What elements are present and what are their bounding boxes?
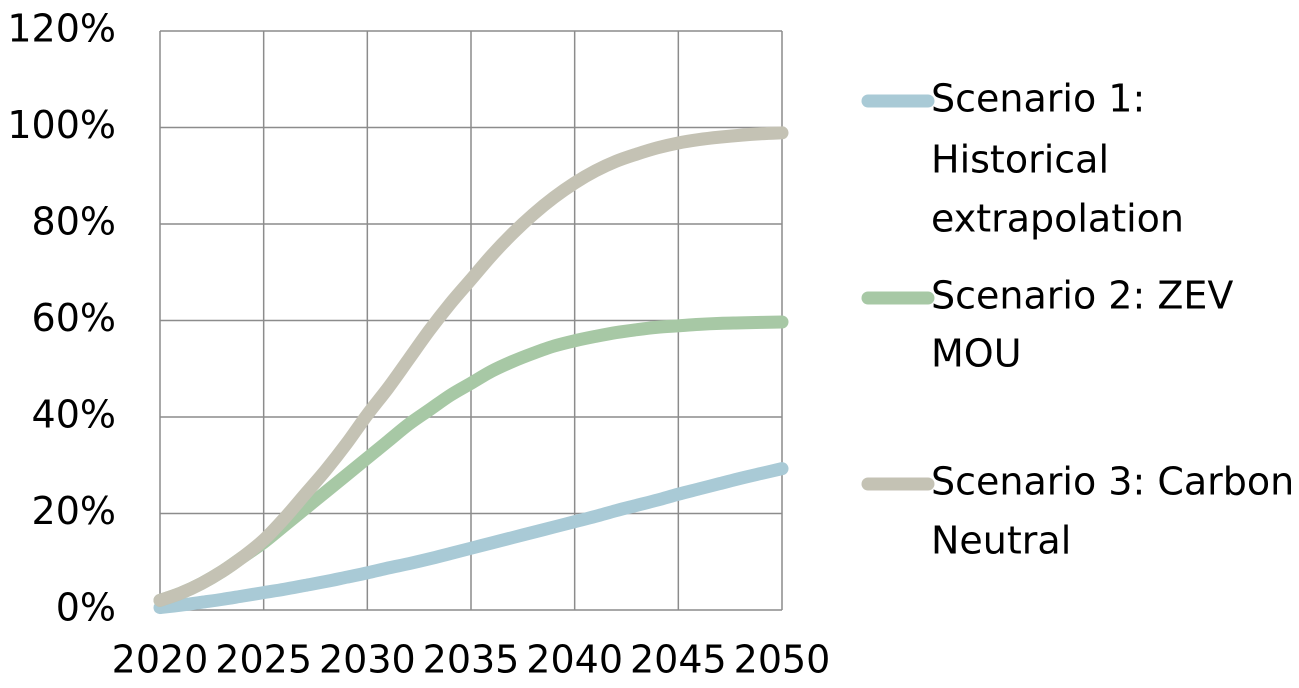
legend-label: Neutral: [931, 519, 1071, 563]
legend-label: Historical: [931, 138, 1109, 182]
legend-label: Scenario 2: ZEV: [931, 274, 1233, 318]
legend-label: Scenario 3: Carbon: [931, 460, 1294, 504]
legend-label: MOU: [931, 332, 1022, 376]
y-tick-label: 40%: [32, 393, 116, 437]
x-tick-label: 2045: [630, 638, 727, 682]
y-tick-label: 100%: [7, 103, 116, 147]
x-tick-label: 2040: [526, 638, 623, 682]
series-line-1: [153, 462, 789, 615]
x-tick-label: 2035: [423, 638, 520, 682]
series-lines: [153, 126, 789, 615]
y-axis-ticks: 0% 20% 40% 60% 80% 100% 120%: [7, 7, 116, 630]
x-tick-label: 2030: [319, 638, 416, 682]
y-tick-label: 60%: [32, 296, 116, 340]
legend-label: Scenario 1:: [931, 77, 1145, 121]
x-axis-ticks: 2020 2025 2030 2035 2040 2045 2050: [112, 638, 831, 682]
x-tick-label: 2025: [215, 638, 312, 682]
x-tick-label: 2050: [734, 638, 831, 682]
y-tick-label: 80%: [32, 200, 116, 244]
x-tick-label: 2020: [112, 638, 209, 682]
y-tick-label: 0%: [56, 586, 116, 630]
series-line-3: [153, 126, 789, 607]
legend-label: extrapolation: [931, 197, 1184, 241]
y-tick-label: 20%: [32, 489, 116, 533]
legend: Scenario 1: Historical extrapolation Scenar…: [861, 77, 1294, 563]
y-tick-label: 120%: [7, 7, 116, 51]
